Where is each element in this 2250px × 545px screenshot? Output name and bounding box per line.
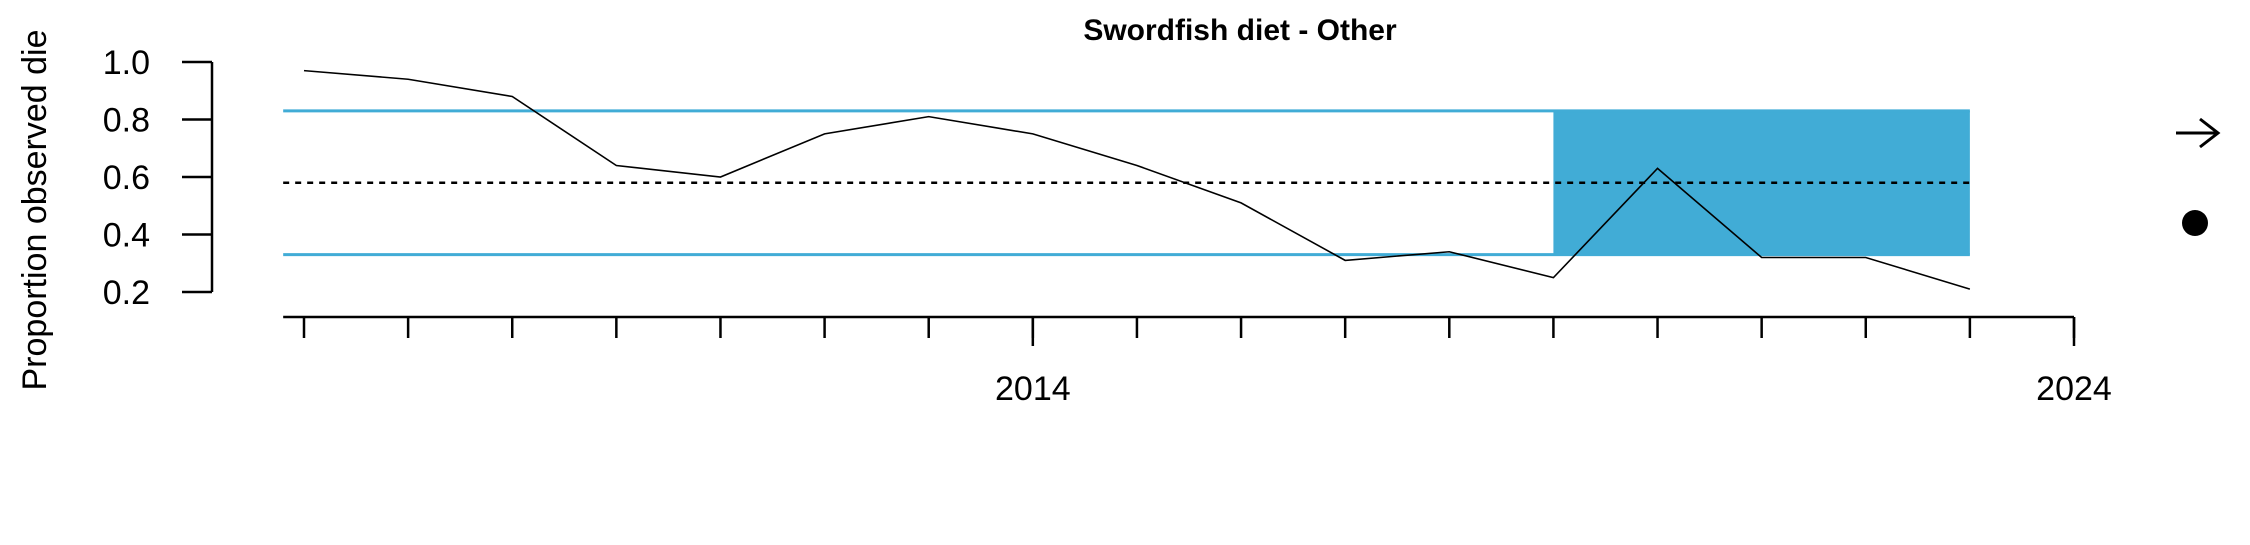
y-tick-label-0.8: 0.8 xyxy=(103,102,150,140)
y-tick-label-0.2: 0.2 xyxy=(103,274,150,312)
arrow-right-icon xyxy=(2199,117,2221,149)
chart-title: Swordfish diet - Other xyxy=(1083,14,1397,47)
x-tick-label-2014: 2014 xyxy=(995,370,1071,408)
y-tick-label-0.4: 0.4 xyxy=(103,217,150,255)
series-line-0 xyxy=(303,69,1971,290)
y-axis-title: Proportion observed die xyxy=(16,29,54,390)
y-tick-label-1.0: 1.0 xyxy=(103,44,150,82)
dot-icon xyxy=(2182,210,2208,236)
y-tick-label-0.6: 0.6 xyxy=(103,159,150,197)
x-tick-label-2024: 2024 xyxy=(2036,370,2112,408)
